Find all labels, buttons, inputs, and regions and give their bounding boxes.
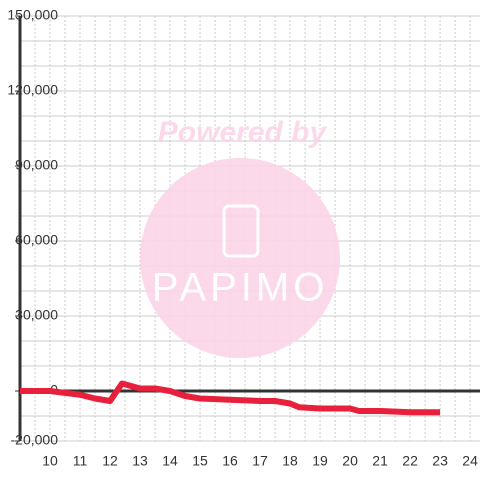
y-tick-label: 60,000 — [15, 232, 58, 248]
x-tick-label: 19 — [312, 453, 328, 469]
x-tick-label: 24 — [462, 453, 478, 469]
x-tick-label: 15 — [192, 453, 208, 469]
x-tick-label: 11 — [73, 453, 88, 469]
x-tick-label: 21 — [372, 453, 388, 469]
y-tick-label: -20,000 — [11, 432, 59, 448]
x-tick-label: 13 — [132, 453, 148, 469]
y-tick-label: 90,000 — [15, 157, 58, 173]
watermark: Powered by PAPIMO — [140, 116, 340, 358]
x-tick-label: 16 — [222, 453, 238, 469]
watermark-text: Powered by — [158, 116, 328, 149]
x-tick-label: 12 — [102, 453, 118, 469]
x-tick-label: 10 — [42, 453, 58, 469]
x-tick-label: 23 — [432, 453, 448, 469]
watermark-circle — [140, 158, 340, 358]
x-tick-label: 22 — [402, 453, 418, 469]
series-line — [20, 380, 441, 416]
y-tick-label: 120,000 — [7, 82, 58, 98]
x-tick-label: 17 — [252, 453, 268, 469]
y-tick-label: 30,000 — [15, 307, 58, 323]
y-tick-label: 150,000 — [7, 7, 58, 23]
watermark-logo: PAPIMO — [152, 266, 329, 310]
x-tick-label: 20 — [342, 453, 358, 469]
x-tick-label: 18 — [282, 453, 298, 469]
x-tick-label: 14 — [162, 453, 178, 469]
watermark-icon — [222, 204, 260, 258]
